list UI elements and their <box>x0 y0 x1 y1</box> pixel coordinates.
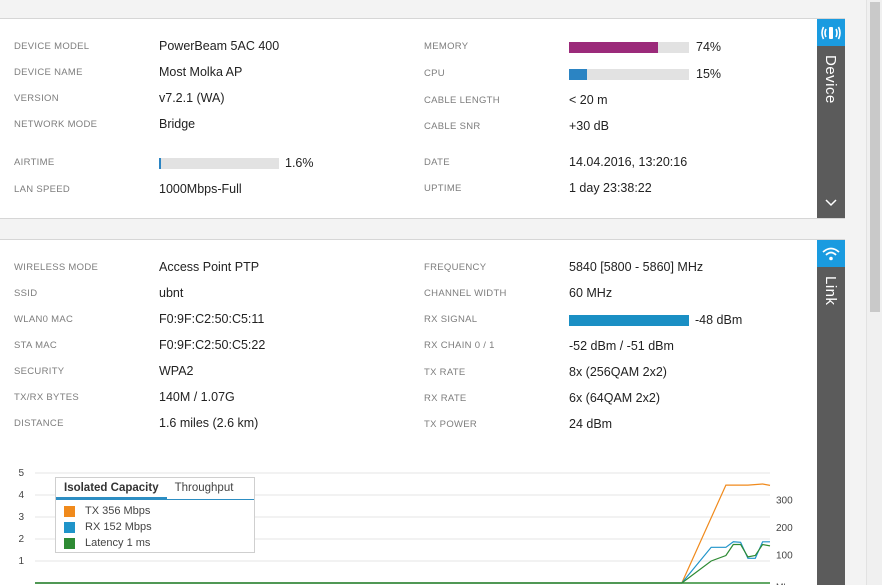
right-tick-label: 200 <box>776 523 793 534</box>
version-value: v7.2.1 (WA) <box>159 91 225 105</box>
distance-label: DISTANCE <box>14 418 64 429</box>
legend-item-rx: RX 152 Mbps <box>56 519 254 535</box>
chevron-down-icon[interactable] <box>824 194 838 212</box>
airtime-label: AIRTIME <box>14 157 55 168</box>
cable-length-value: < 20 m <box>569 93 608 107</box>
device-tab-label: Device <box>822 55 839 104</box>
wifi-icon <box>817 240 845 267</box>
rx-signal-label: RX SIGNAL <box>424 314 478 325</box>
airtime-bar <box>159 158 279 169</box>
ssid-value: ubnt <box>159 286 184 300</box>
left-tick-label: 2 <box>18 534 24 545</box>
link-side-tab[interactable]: Link <box>817 240 845 585</box>
link-panel: WIRELESS MODE Access Point PTP SSID ubnt… <box>0 239 845 585</box>
rx-signal-bar <box>569 315 689 326</box>
tx-rate-label: TX RATE <box>424 367 466 378</box>
rx-rate-label: RX RATE <box>424 393 467 404</box>
tx-rate-value: 8x (256QAM 2x2) <box>569 365 667 379</box>
device-side-tab[interactable]: Device <box>817 19 845 218</box>
cable-length-label: CABLE LENGTH <box>424 95 500 106</box>
sta-mac-label: STA MAC <box>14 340 58 351</box>
lan-speed-value: 1000Mbps-Full <box>159 182 242 196</box>
left-tick-label: 1 <box>18 556 24 567</box>
frequency-label: FREQUENCY <box>424 262 487 273</box>
tx-power-value: 24 dBm <box>569 417 613 431</box>
rx-signal-bar-fill <box>569 315 689 326</box>
tab-isolated-capacity[interactable]: Isolated Capacity <box>56 478 167 499</box>
device-panel: DEVICE MODEL PowerBeam 5AC 400 DEVICE NA… <box>0 18 845 219</box>
right-tick-label: 300 <box>776 496 793 507</box>
date-label: DATE <box>424 157 450 168</box>
link-tab-label: Link <box>822 276 839 306</box>
antenna-icon <box>817 19 845 46</box>
device-model-label: DEVICE MODEL <box>14 41 90 52</box>
date-value: 14.04.2016, 13:20:16 <box>569 155 688 169</box>
left-tick-label: 3 <box>18 512 24 523</box>
network-mode-value: Bridge <box>159 117 196 131</box>
legend-label-latency: Latency 1 ms <box>85 537 151 549</box>
cpu-label: CPU <box>424 68 445 79</box>
network-mode-label: NETWORK MODE <box>14 119 98 130</box>
txrx-bytes-label: TX/RX BYTES <box>14 392 80 403</box>
left-axis-unit: ms <box>18 582 30 585</box>
legend-item-tx: TX 356 Mbps <box>56 503 254 519</box>
page-scrollbar[interactable] <box>866 0 882 585</box>
security-value: WPA2 <box>159 364 194 378</box>
left-tick-label: 5 <box>18 468 24 479</box>
legend-swatch-rx <box>64 521 75 533</box>
distance-value: 1.6 miles (2.6 km) <box>159 416 259 430</box>
sta-mac-value: F0:9F:C2:50:C5:22 <box>159 338 266 352</box>
legend-tabs: Isolated Capacity Throughput <box>56 478 254 500</box>
channel-width-label: CHANNEL WIDTH <box>424 288 507 299</box>
legend-label-rx: RX 152 Mbps <box>85 521 152 533</box>
right-axis-unit: Mbps <box>776 582 799 585</box>
latency-series-line <box>35 543 771 584</box>
ssid-label: SSID <box>14 288 38 299</box>
memory-value: 74% <box>696 40 722 54</box>
security-label: SECURITY <box>14 366 65 377</box>
uptime-value: 1 day 23:38:22 <box>569 181 652 195</box>
device-name-label: DEVICE NAME <box>14 67 83 78</box>
version-label: VERSION <box>14 93 59 104</box>
airtime-bar-fill <box>159 158 161 169</box>
rx-chain-label: RX CHAIN 0 / 1 <box>424 340 495 351</box>
memory-bar-fill <box>569 42 658 53</box>
cpu-bar <box>569 69 689 80</box>
legend-label-tx: TX 356 Mbps <box>85 505 151 517</box>
rx-rate-value: 6x (64QAM 2x2) <box>569 391 661 405</box>
memory-label: MEMORY <box>424 41 469 52</box>
legend-swatch-latency <box>64 537 75 549</box>
cpu-value: 15% <box>696 67 722 81</box>
device-model-value: PowerBeam 5AC 400 <box>159 39 280 53</box>
cable-snr-label: CABLE SNR <box>424 121 481 132</box>
cpu-bar-fill <box>569 69 587 80</box>
right-tick-label: 100 <box>776 551 793 562</box>
airtime-value: 1.6% <box>285 156 314 170</box>
lan-speed-label: LAN SPEED <box>14 184 71 195</box>
wlan0-mac-label: WLAN0 MAC <box>14 314 74 325</box>
frequency-value: 5840 [5800 - 5860] MHz <box>569 260 704 274</box>
wireless-mode-label: WIRELESS MODE <box>14 262 99 273</box>
legend-item-latency: Latency 1 ms <box>56 535 254 551</box>
uptime-label: UPTIME <box>424 183 462 194</box>
wireless-mode-value: Access Point PTP <box>159 260 260 274</box>
memory-bar <box>569 42 689 53</box>
left-tick-label: 4 <box>18 490 24 501</box>
cable-snr-value: +30 dB <box>569 119 609 133</box>
txrx-bytes-value: 140M / 1.07G <box>159 390 235 404</box>
rx-chain-value: -52 dBm / -51 dBm <box>569 339 674 353</box>
tx-power-label: TX POWER <box>424 419 478 430</box>
device-name-value: Most Molka AP <box>159 65 243 79</box>
scrollbar-thumb[interactable] <box>870 2 880 312</box>
rx-signal-value: -48 dBm <box>695 313 743 327</box>
capacity-chart: 1 2 3 4 5 ms 100 200 300 Mbps <box>18 468 799 585</box>
tab-throughput[interactable]: Throughput <box>174 482 234 494</box>
wlan0-mac-value: F0:9F:C2:50:C5:11 <box>159 312 265 326</box>
channel-width-value: 60 MHz <box>569 286 613 300</box>
legend-swatch-tx <box>64 505 75 517</box>
chart-legend: Isolated Capacity Throughput TX 356 Mbps… <box>55 477 255 553</box>
